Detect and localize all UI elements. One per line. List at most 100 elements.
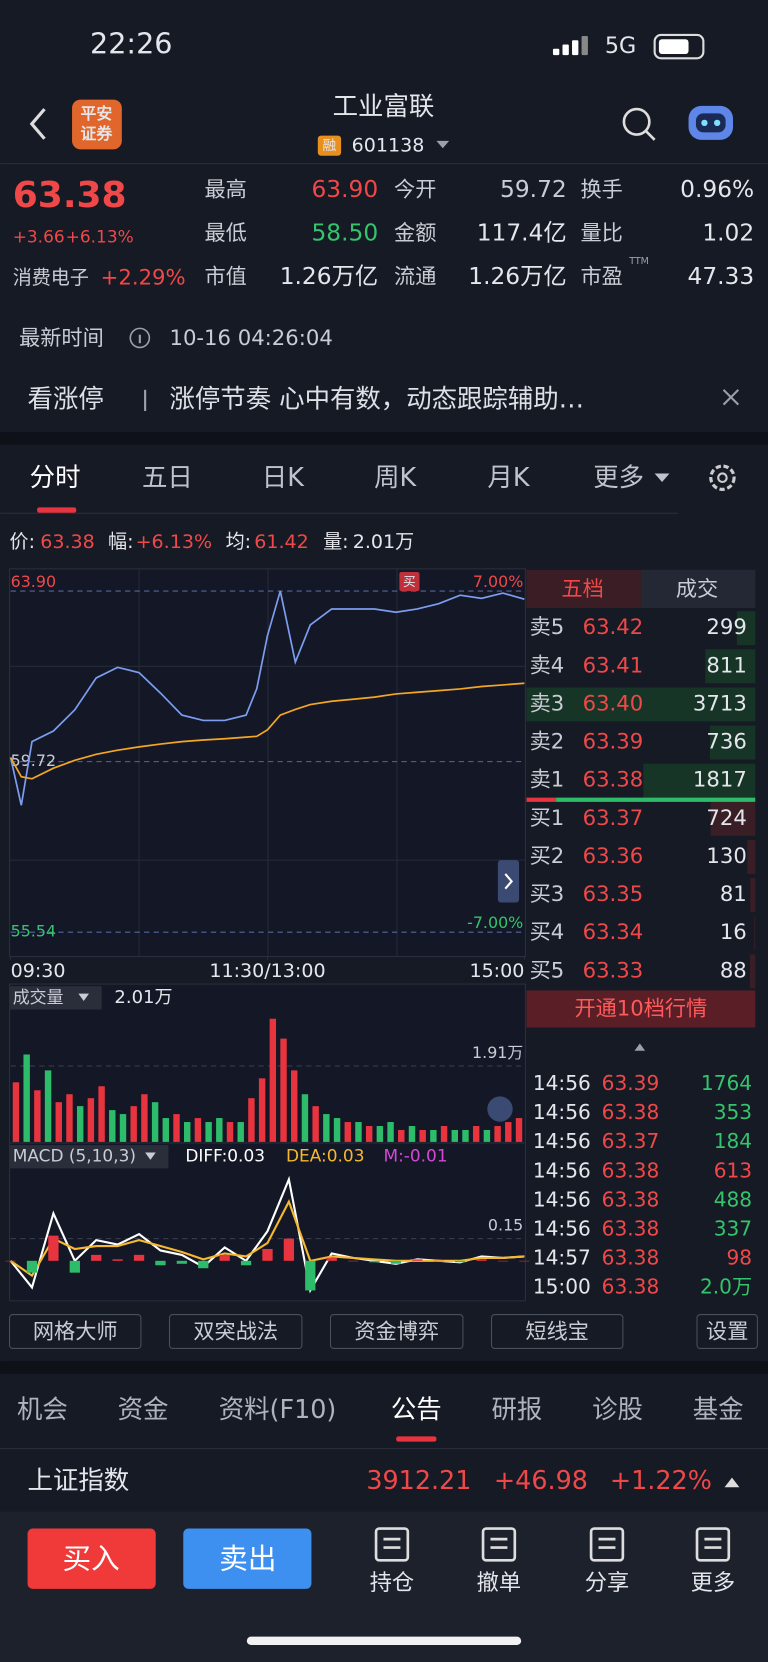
chart-tab[interactable]: 更多 <box>593 462 644 492</box>
macd-histogram-bar <box>240 1260 252 1266</box>
ask-depth-bar <box>643 763 756 798</box>
volume-bar <box>280 1038 287 1142</box>
panel-title[interactable]: 成交量 <box>13 987 64 1007</box>
tool-label[interactable]: 双突战法 <box>193 1319 278 1344</box>
volume-bar <box>333 1118 341 1142</box>
volume-bar <box>398 1129 405 1142</box>
order-price: 63.42 <box>583 614 644 639</box>
y2-tick-label: -7.00% <box>467 913 523 932</box>
tool-button <box>329 1314 464 1349</box>
price-line <box>9 590 525 806</box>
volume-bar <box>248 1098 255 1142</box>
order-tab-label[interactable]: 五档 <box>561 576 603 601</box>
panel-title[interactable]: MACD (5,10,3) <box>13 1146 136 1166</box>
volume-bar <box>183 1122 191 1142</box>
chart-tab[interactable]: 五日 <box>142 462 193 492</box>
y2-tick-label: 7.00% <box>473 572 523 591</box>
chart-tab[interactable]: 月K <box>487 462 530 492</box>
chart-tab[interactable]: 日K <box>262 462 305 492</box>
chart-tab[interactable]: 分时 <box>30 462 81 492</box>
macd-histogram-bar <box>91 1254 102 1261</box>
home-indicator <box>246 1636 522 1646</box>
bid-depth-bar <box>749 954 756 989</box>
volume-bar <box>440 1126 448 1142</box>
annotation-bg <box>399 572 420 592</box>
volume-bar <box>451 1129 458 1142</box>
collapse-button[interactable] <box>487 1096 513 1122</box>
buy-label[interactable]: 买入 <box>63 1541 120 1575</box>
trade-price: 63.38 <box>602 1100 660 1124</box>
volume-bar <box>119 1114 127 1142</box>
action-icon <box>374 1527 410 1562</box>
info-value: 63.38 <box>40 531 95 553</box>
margin-tag-bg <box>317 135 342 156</box>
banner-tag[interactable]: 看涨停 <box>28 383 104 413</box>
assistant-eye <box>701 119 708 127</box>
tool-label[interactable]: 设置 <box>706 1319 748 1344</box>
tool-label[interactable]: 资金博弈 <box>354 1319 439 1344</box>
banner-text[interactable]: 涨停节奏 心中有数，动态跟踪辅助… <box>169 383 584 413</box>
tool-label[interactable]: 短线宝 <box>525 1319 589 1344</box>
action-label[interactable]: 更多 <box>691 1570 735 1596</box>
trade-price: 63.38 <box>602 1245 660 1269</box>
stat-value: 58.50 <box>311 220 378 247</box>
section-tab[interactable]: 公告 <box>391 1394 442 1424</box>
stat-value: 1.26万亿 <box>468 263 566 290</box>
order-volume: 1817 <box>693 767 747 792</box>
legend-entry: DIFF:0.03 <box>185 1146 265 1166</box>
action-icon-detail <box>490 1537 508 1549</box>
macd-histogram-bar <box>133 1254 145 1261</box>
section-tab[interactable]: 研报 <box>492 1394 543 1424</box>
section-tab[interactable]: 资料(F10) <box>219 1394 337 1424</box>
macd-histogram-bar <box>283 1238 295 1261</box>
order-price: 63.37 <box>583 805 644 830</box>
search-handle <box>645 130 656 141</box>
order-price: 63.35 <box>583 881 644 906</box>
search-icon[interactable] <box>622 107 651 136</box>
stat-label: 量比 <box>580 220 622 245</box>
stat-label: 今开 <box>394 177 436 202</box>
action-icon <box>589 1527 625 1562</box>
order-level: 卖2 <box>530 729 565 754</box>
bid-depth-bar <box>747 840 756 874</box>
volume-bar <box>312 1106 319 1142</box>
trade-volume: 488 <box>714 1187 752 1211</box>
action-label[interactable]: 持仓 <box>370 1570 414 1596</box>
action-label[interactable]: 分享 <box>585 1570 629 1596</box>
settings-icon[interactable] <box>709 464 736 491</box>
upgrade-button[interactable] <box>526 990 756 1028</box>
ask-depth-bar <box>705 649 756 684</box>
trade-volume: 353 <box>714 1100 752 1124</box>
horizontal-grid <box>9 859 526 861</box>
volume-bar <box>98 1086 105 1142</box>
vertical-grid <box>267 568 269 957</box>
order-level: 买2 <box>530 843 565 868</box>
chart-tab[interactable]: 周K <box>374 462 417 492</box>
logo-text: 平安 <box>81 104 113 123</box>
sell-button[interactable] <box>183 1528 312 1589</box>
upgrade-label[interactable]: 开通10档行情 <box>574 995 707 1020</box>
stock-name: 工业富联 <box>333 91 435 121</box>
tab-divider <box>0 512 678 514</box>
order-level: 买5 <box>530 957 565 982</box>
trade-price: 63.38 <box>602 1158 660 1182</box>
tool-label[interactable]: 网格大师 <box>33 1319 118 1344</box>
signal-bar <box>581 36 588 56</box>
volume-bar <box>87 1098 95 1142</box>
section-tab[interactable]: 资金 <box>118 1394 169 1424</box>
section-tab[interactable]: 基金 <box>693 1394 744 1424</box>
volume-bar <box>376 1126 384 1142</box>
trade-volume: 2.0万 <box>700 1274 752 1298</box>
sell-label[interactable]: 卖出 <box>219 1541 276 1575</box>
volume-bar <box>483 1129 491 1142</box>
info-label: 价: <box>10 531 35 553</box>
order-level: 卖4 <box>530 652 565 677</box>
order-tab-label[interactable]: 成交 <box>676 576 718 601</box>
buy-button[interactable] <box>27 1528 156 1589</box>
action-label[interactable]: 撤单 <box>477 1570 521 1596</box>
trade-time: 14:56 <box>533 1158 591 1182</box>
macd-histogram-bar <box>390 1260 402 1264</box>
section-tab[interactable]: 机会 <box>17 1394 68 1424</box>
section-tab[interactable]: 诊股 <box>592 1394 643 1424</box>
